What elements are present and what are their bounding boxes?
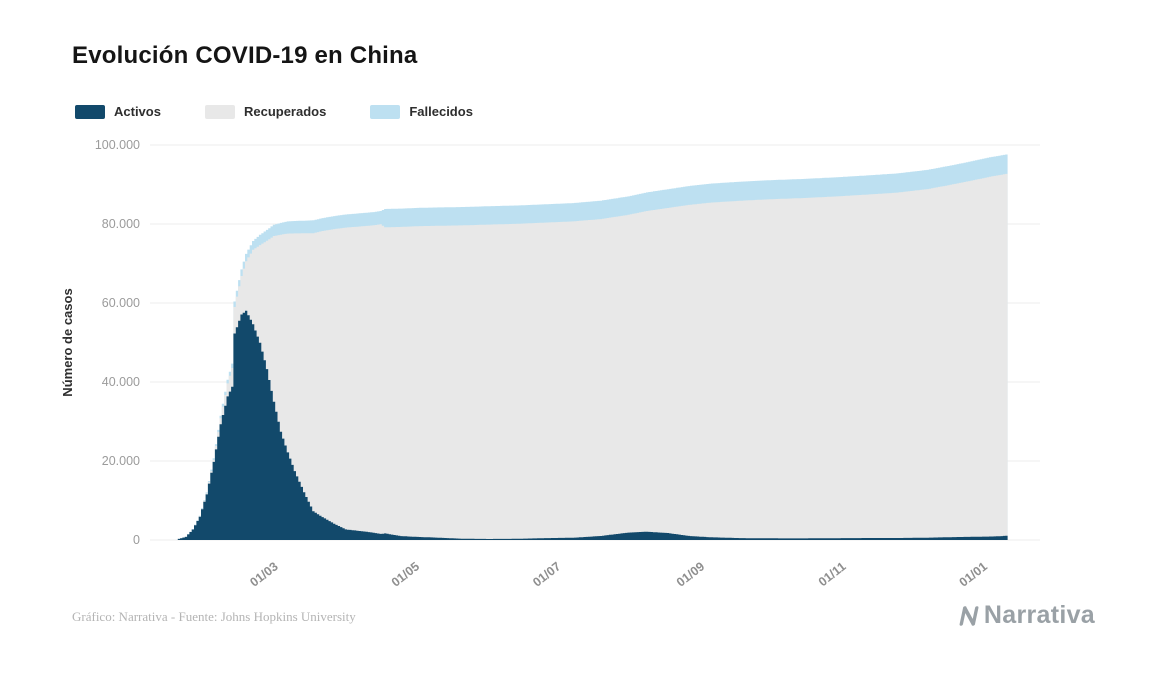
legend-swatch-activos [75,104,105,119]
svg-text:Número de casos: Número de casos [60,288,75,396]
svg-text:0: 0 [133,533,140,547]
chart-legend: Activos Recuperados Fallecidos [75,104,473,119]
legend-swatch-recuperados [204,104,235,119]
svg-text:01/09: 01/09 [674,559,707,589]
narrativa-logo: Narrativa [953,601,1095,630]
chart-credit: Gráfico: Narrativa - Fuente: Johns Hopki… [72,609,356,624]
narrativa-logo-icon [959,605,979,626]
legend-label-activos: Activos [114,104,161,119]
svg-text:01/05: 01/05 [389,559,422,589]
svg-text:80.000: 80.000 [102,217,140,231]
legend-item-activos[interactable]: Activos [75,104,161,119]
narrativa-logo-text: Narrativa [983,601,1095,629]
svg-text:100.000: 100.000 [95,138,140,152]
svg-text:40.000: 40.000 [102,375,140,389]
legend-label-fallecidos: Fallecidos [409,104,473,119]
legend-label-recuperados: Recuperados [243,104,327,119]
svg-text:01/07: 01/07 [530,559,563,589]
legend-item-recuperados[interactable]: Recuperados [204,104,327,119]
legend-item-fallecidos[interactable]: Fallecidos [370,104,473,119]
svg-text:01/01: 01/01 [957,559,990,589]
svg-text:01/11: 01/11 [816,559,849,589]
legend-swatch-fallecidos [370,104,401,119]
svg-text:60.000: 60.000 [102,296,140,310]
chart-title: Evolución COVID-19 en China [72,42,418,69]
svg-text:01/03: 01/03 [247,559,280,589]
svg-text:20.000: 20.000 [102,454,140,468]
